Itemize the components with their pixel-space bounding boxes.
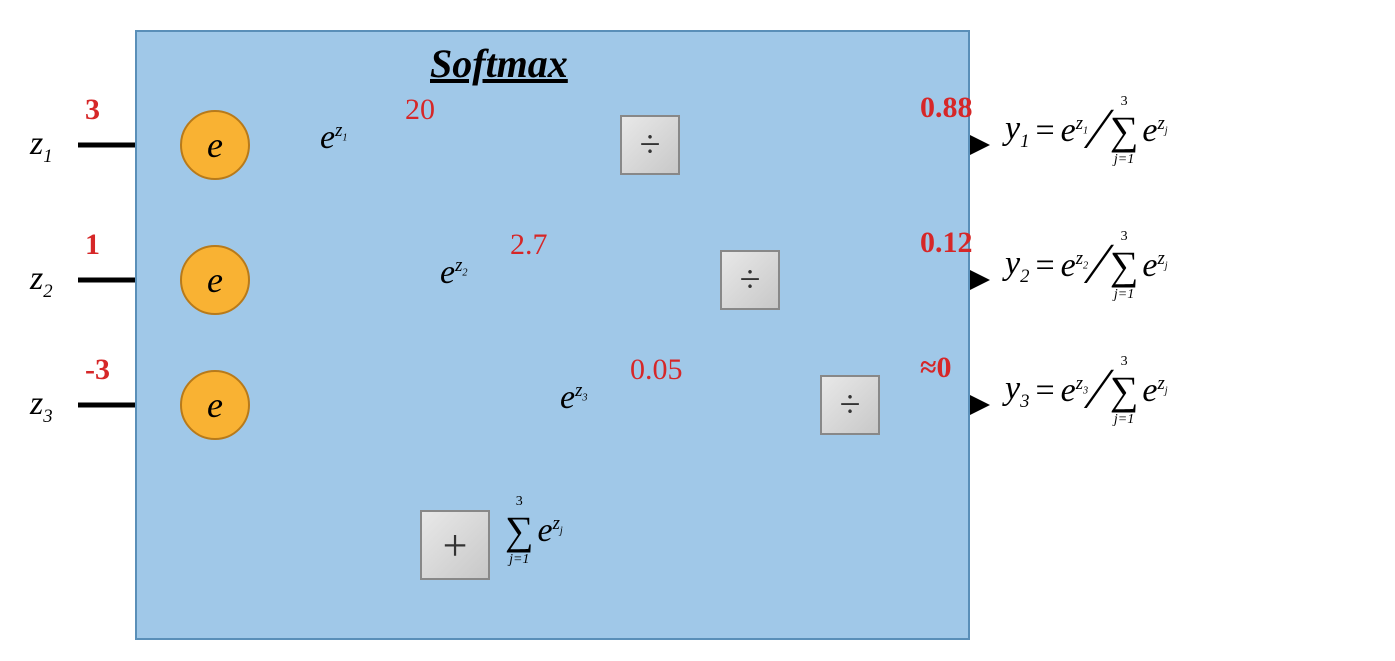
z-label-1: z1 [30, 125, 53, 168]
exp-circle-2: e [180, 245, 250, 315]
exp-value-1: 20 [405, 93, 435, 127]
exp-circle-3: e [180, 370, 250, 440]
z-label-2: z2 [30, 260, 53, 303]
output-formula-1: y1=ez1⁄3∑j=1ezj [1005, 95, 1168, 167]
output-formula-3: y3=ez3⁄3∑j=1ezj [1005, 355, 1168, 427]
title: Softmax [430, 40, 568, 87]
exp-label-1: ez1 [320, 119, 348, 157]
exp-label-3: ez3 [560, 379, 588, 417]
sum-box: + [420, 510, 490, 580]
output-formula-2: y2=ez2⁄3∑j=1ezj [1005, 230, 1168, 302]
z-value-1: 3 [85, 93, 100, 127]
y-value-3: ≈0 [920, 351, 951, 385]
divide-box-1: ÷ [620, 115, 680, 175]
sum-formula: 3∑j=1ezj [505, 495, 563, 567]
divide-box-2: ÷ [720, 250, 780, 310]
exp-value-2: 2.7 [510, 228, 548, 262]
exp-label-2: ez2 [440, 254, 468, 292]
z-value-3: -3 [85, 353, 110, 387]
exp-circle-1: e [180, 110, 250, 180]
z-label-3: z3 [30, 385, 53, 428]
z-value-2: 1 [85, 228, 100, 262]
divide-box-3: ÷ [820, 375, 880, 435]
exp-value-3: 0.05 [630, 353, 683, 387]
y-value-2: 0.12 [920, 226, 973, 260]
y-value-1: 0.88 [920, 91, 973, 125]
